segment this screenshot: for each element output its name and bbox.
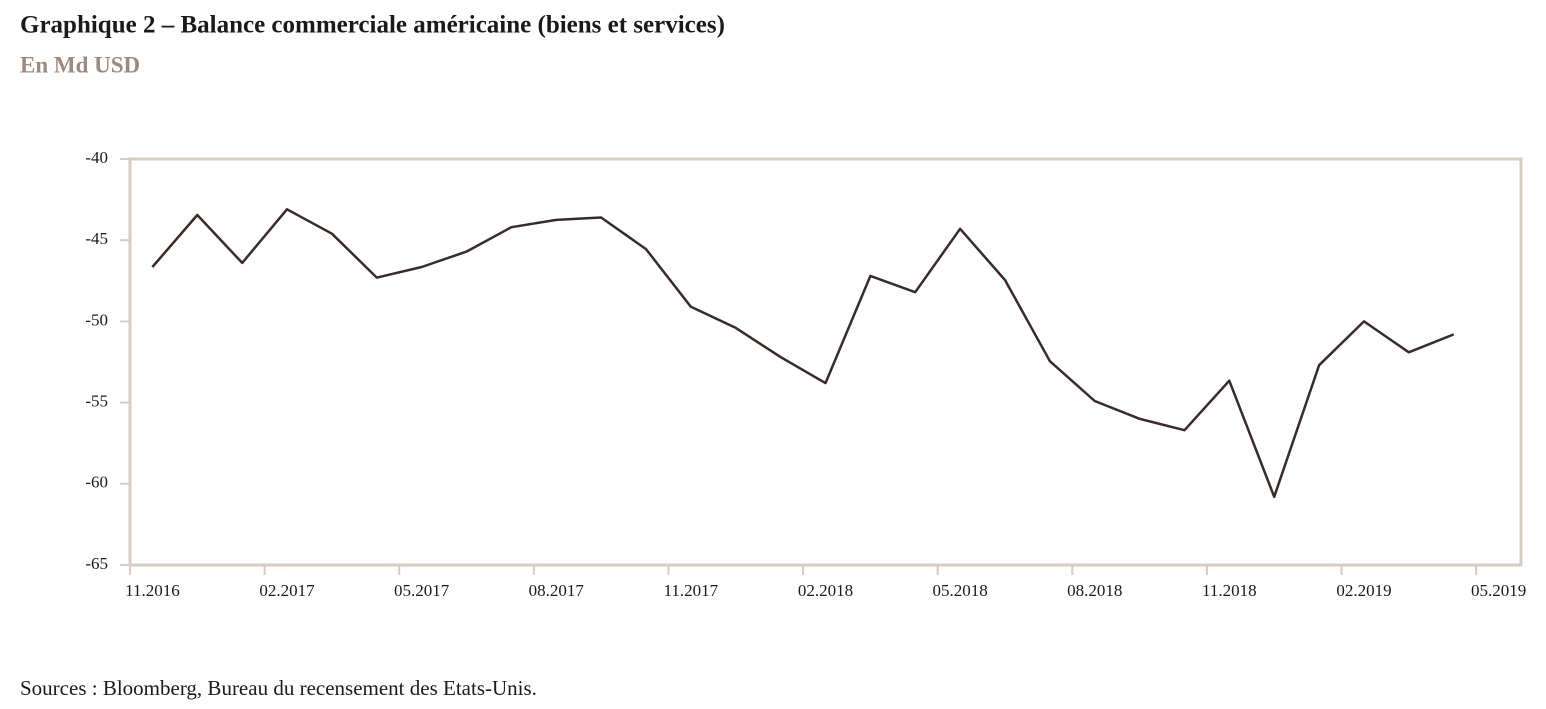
source-note: Sources : Bloomberg, Bureau du recenseme… <box>20 676 537 700</box>
plot-frame <box>128 157 1523 567</box>
data-line <box>151 208 1455 499</box>
y-tick-label: -60 <box>85 473 108 492</box>
y-tick-label: -55 <box>85 392 108 411</box>
chart-subtitle: En Md USD <box>20 52 140 77</box>
x-tick-label: 05.2019 <box>1471 581 1526 600</box>
x-tick-label: 02.2019 <box>1336 581 1391 600</box>
x-tick-label: 02.2017 <box>259 581 315 600</box>
x-tick-label: 11.2017 <box>664 581 719 600</box>
x-tick-label: 11.2018 <box>1202 581 1257 600</box>
x-tick-label: 02.2018 <box>798 581 853 600</box>
y-tick-label: -40 <box>85 148 108 167</box>
y-tick-label: -45 <box>85 229 108 248</box>
y-tick-label: -65 <box>85 554 108 573</box>
x-tick-label: 08.2018 <box>1067 581 1122 600</box>
y-tick-label: -50 <box>85 310 108 329</box>
x-tick-label: 05.2017 <box>394 581 450 600</box>
x-tick-label: 08.2017 <box>529 581 585 600</box>
x-tick-label: 11.2016 <box>125 581 180 600</box>
chart-title: Graphique 2 – Balance commerciale améric… <box>20 12 725 39</box>
x-tick-label: 05.2018 <box>932 581 987 600</box>
